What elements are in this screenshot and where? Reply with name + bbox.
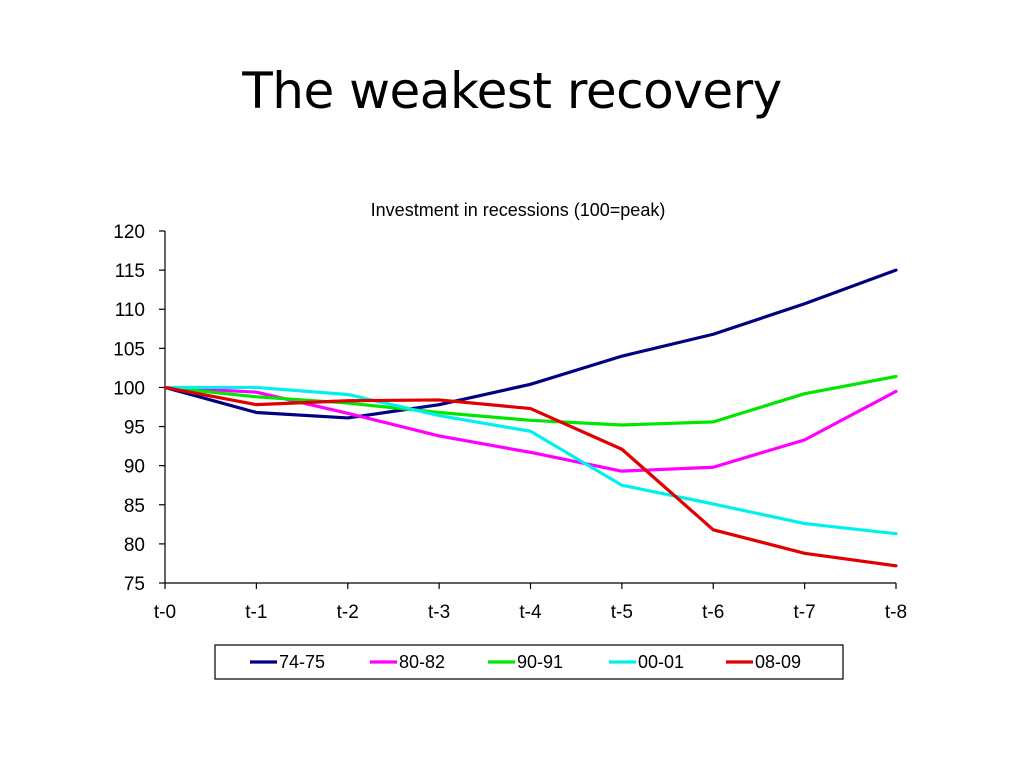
x-tick-label: t-2 (337, 602, 359, 623)
plot-area: 75 80 85 90 95 100 105 110 115 120 t-0 t-1 t-2 t-3 t-4… (113, 222, 907, 623)
x-tick-label: t-0 (154, 602, 176, 623)
slide-title: The weakest recovery (242, 62, 782, 120)
legend-label-08-09: 08-09 (755, 652, 801, 672)
x-tick-label: t-4 (519, 602, 542, 623)
legend-label-90-91: 90-91 (517, 652, 563, 672)
x-tick-label: t-1 (245, 602, 267, 623)
series-line-08-09 (163, 385, 898, 568)
series-line-74-75 (163, 268, 898, 420)
y-tick-label: 95 (124, 418, 145, 439)
legend-label-00-01: 00-01 (638, 652, 684, 672)
y-tick-label: 100 (113, 378, 145, 399)
x-tick-label: t-6 (702, 602, 724, 623)
legend-label-74-75: 74-75 (279, 652, 325, 672)
y-tick-label: 90 (124, 457, 145, 478)
x-tick-label: t-3 (428, 602, 450, 623)
legend-label-80-82: 80-82 (399, 652, 445, 672)
x-tick-label: t-5 (611, 602, 633, 623)
x-tick-label: t-8 (885, 602, 907, 623)
y-tick-label: 85 (124, 496, 145, 517)
y-tick-label: 115 (115, 261, 145, 282)
y-tick-label: 75 (124, 574, 145, 595)
y-tick-label: 80 (124, 535, 145, 556)
series-line-90-91 (163, 374, 898, 427)
legend: 74-75 80-82 90-91 00-01 08-09 (214, 644, 844, 680)
y-tick-label: 110 (115, 300, 145, 321)
series-line-00-01 (163, 385, 898, 536)
y-tick-label: 105 (113, 339, 145, 360)
x-tick-label: t-7 (794, 602, 816, 623)
y-tick-label: 120 (113, 222, 145, 243)
chart-title: Investment in recessions (100=peak) (371, 200, 666, 220)
